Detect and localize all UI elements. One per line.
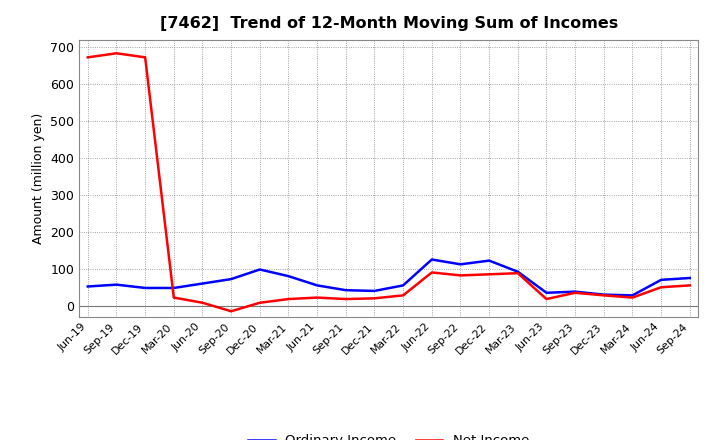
Net Income bbox=[571, 290, 580, 295]
Ordinary Income bbox=[628, 293, 636, 298]
Net Income bbox=[628, 295, 636, 300]
Ordinary Income bbox=[112, 282, 121, 287]
Net Income bbox=[341, 297, 350, 302]
Ordinary Income bbox=[284, 274, 293, 279]
Ordinary Income bbox=[428, 257, 436, 262]
Net Income bbox=[428, 270, 436, 275]
Net Income bbox=[657, 285, 665, 290]
Y-axis label: Amount (million yen): Amount (million yen) bbox=[32, 113, 45, 244]
Ordinary Income bbox=[84, 284, 92, 289]
Ordinary Income bbox=[399, 283, 408, 288]
Net Income bbox=[112, 51, 121, 56]
Ordinary Income bbox=[657, 277, 665, 282]
Net Income bbox=[513, 271, 522, 276]
Net Income bbox=[141, 55, 150, 60]
Ordinary Income bbox=[169, 285, 178, 290]
Net Income bbox=[370, 296, 379, 301]
Ordinary Income bbox=[370, 288, 379, 293]
Net Income bbox=[227, 308, 235, 314]
Net Income bbox=[456, 273, 465, 278]
Net Income bbox=[256, 300, 264, 305]
Ordinary Income bbox=[198, 281, 207, 286]
Net Income bbox=[169, 295, 178, 300]
Ordinary Income bbox=[141, 285, 150, 290]
Net Income bbox=[312, 295, 321, 300]
Legend: Ordinary Income, Net Income: Ordinary Income, Net Income bbox=[243, 429, 535, 440]
Ordinary Income bbox=[341, 288, 350, 293]
Title: [7462]  Trend of 12-Month Moving Sum of Incomes: [7462] Trend of 12-Month Moving Sum of I… bbox=[160, 16, 618, 32]
Ordinary Income bbox=[312, 283, 321, 288]
Net Income bbox=[485, 271, 493, 277]
Ordinary Income bbox=[685, 275, 694, 281]
Ordinary Income bbox=[513, 269, 522, 275]
Net Income bbox=[198, 300, 207, 305]
Net Income bbox=[542, 297, 551, 302]
Net Income bbox=[284, 297, 293, 302]
Ordinary Income bbox=[542, 290, 551, 295]
Ordinary Income bbox=[256, 267, 264, 272]
Net Income bbox=[399, 293, 408, 298]
Ordinary Income bbox=[456, 262, 465, 267]
Net Income bbox=[600, 293, 608, 298]
Ordinary Income bbox=[227, 276, 235, 282]
Line: Net Income: Net Income bbox=[88, 53, 690, 311]
Ordinary Income bbox=[600, 292, 608, 297]
Line: Ordinary Income: Ordinary Income bbox=[88, 260, 690, 295]
Net Income bbox=[84, 55, 92, 60]
Ordinary Income bbox=[571, 289, 580, 294]
Net Income bbox=[685, 283, 694, 288]
Ordinary Income bbox=[485, 258, 493, 263]
